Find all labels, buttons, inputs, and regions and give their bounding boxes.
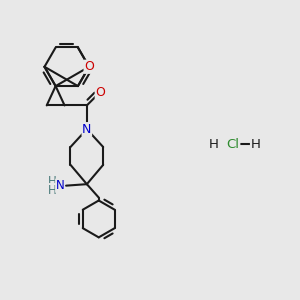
Text: N: N [56,179,64,192]
Text: O: O [95,85,105,98]
Text: Cl: Cl [227,138,240,151]
Text: O: O [84,60,94,73]
Text: H: H [250,138,260,151]
Text: H: H [48,184,57,196]
Text: N: N [82,123,92,136]
Text: H: H [209,138,219,151]
Text: H: H [48,175,57,188]
